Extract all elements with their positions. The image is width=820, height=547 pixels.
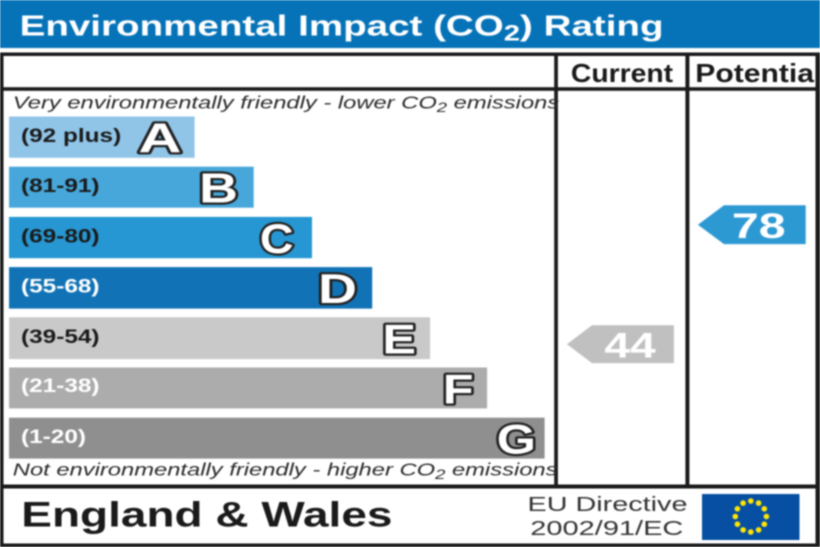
svg-text:Very environmentally friendly: Very environmentally friendly - lower CO… bbox=[13, 93, 560, 115]
svg-text:EU Directive: EU Directive bbox=[528, 494, 688, 516]
svg-text:(1-20): (1-20) bbox=[21, 426, 86, 448]
svg-text:E: E bbox=[382, 315, 416, 362]
svg-text:England & Wales: England & Wales bbox=[21, 495, 392, 535]
svg-text:44: 44 bbox=[604, 326, 656, 365]
svg-text:(39-54): (39-54) bbox=[21, 325, 100, 347]
svg-text:(21-38): (21-38) bbox=[21, 374, 100, 396]
svg-text:D: D bbox=[318, 266, 357, 313]
svg-text:C: C bbox=[260, 216, 294, 262]
svg-text:F: F bbox=[443, 365, 474, 412]
svg-text:B: B bbox=[199, 165, 238, 212]
svg-text:(69-80): (69-80) bbox=[21, 225, 100, 247]
svg-text:A: A bbox=[138, 114, 181, 161]
svg-text:Environmental Impact (CO2) Rat: Environmental Impact (CO2) Rating bbox=[20, 10, 664, 46]
svg-text:(55-68): (55-68) bbox=[21, 275, 100, 297]
svg-text:Current: Current bbox=[571, 59, 673, 87]
svg-text:2002/91/EC: 2002/91/EC bbox=[530, 517, 683, 539]
svg-text:78: 78 bbox=[732, 206, 786, 245]
svg-text:Not environmentally friendly -: Not environmentally friendly - higher CO… bbox=[13, 460, 558, 482]
svg-text:(92 plus): (92 plus) bbox=[21, 124, 121, 146]
svg-text:Potential: Potential bbox=[695, 59, 820, 87]
svg-text:(81-91): (81-91) bbox=[21, 175, 100, 197]
svg-text:G: G bbox=[497, 416, 536, 463]
